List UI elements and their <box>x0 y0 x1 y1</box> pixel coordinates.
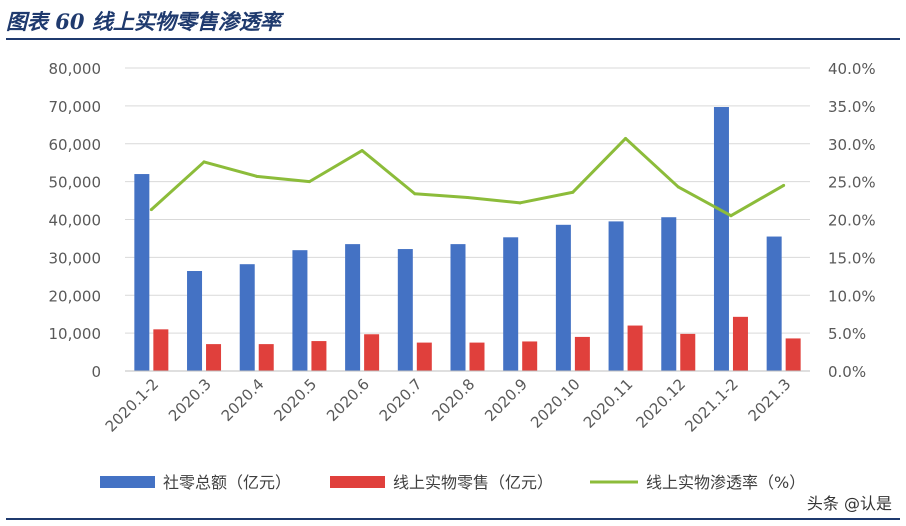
left-tick-label: 30,000 <box>49 249 102 267</box>
line-point <box>624 136 628 140</box>
legend-swatch <box>330 476 385 488</box>
left-tick-label: 10,000 <box>49 325 102 343</box>
left-tick-label: 80,000 <box>49 60 102 78</box>
bar-total-retail <box>292 250 308 371</box>
x-tick-label: 2020.5 <box>270 375 320 425</box>
legend: 社零总额（亿元） 线上实物零售（亿元） 线上实物渗透率（%） <box>100 473 805 492</box>
bar-total-retail <box>187 271 203 371</box>
line-point <box>782 183 786 187</box>
x-tick-label: 2020.6 <box>323 375 373 425</box>
bar-total-retail <box>555 224 571 371</box>
x-tick-label: 2020.9 <box>481 375 531 425</box>
figure-title: 图表 60 线上实物零售渗透率 <box>6 9 281 34</box>
line-point <box>729 214 733 218</box>
bar-total-retail <box>345 244 361 371</box>
x-tick-label: 2020.3 <box>165 375 215 425</box>
line-point <box>149 208 153 212</box>
line-point <box>518 201 522 205</box>
x-tick-label: 2020.4 <box>218 375 268 425</box>
bar-online-retail <box>680 333 696 371</box>
right-tick-label: 15.0% <box>828 249 876 267</box>
line-point <box>360 149 364 153</box>
legend-swatch <box>100 476 155 488</box>
gridlines <box>125 67 810 372</box>
bar-total-retail <box>239 264 255 371</box>
legend-item-total-retail: 社零总额（亿元） <box>100 473 291 492</box>
line-penetration-rate <box>150 136 785 218</box>
line-point <box>571 190 575 194</box>
line-series <box>149 136 786 218</box>
x-tick-label: 2020.1-2 <box>102 375 162 435</box>
left-tick-label: 70,000 <box>49 98 102 116</box>
bar-online-retail <box>258 344 274 371</box>
left-tick-label: 20,000 <box>49 287 102 305</box>
bar-online-retail <box>627 325 643 371</box>
bar-online-retail <box>416 342 432 371</box>
bar-total-retail <box>450 244 466 371</box>
x-tick-label: 2021.3 <box>745 375 795 425</box>
bar-series <box>134 107 801 372</box>
bar-online-retail <box>311 341 327 371</box>
bar-online-retail <box>364 334 380 371</box>
left-y-axis: 0 10,000 20,000 30,000 40,000 50,000 60,000 70,… <box>49 60 102 381</box>
left-tick-label: 0 <box>91 363 101 381</box>
bar-online-retail <box>732 316 748 371</box>
left-tick-label: 60,000 <box>49 136 102 154</box>
bar-total-retail <box>503 237 519 371</box>
bar-online-retail <box>153 329 169 371</box>
footer-divider <box>6 518 900 520</box>
header-divider <box>6 38 900 40</box>
x-tick-label: 2020.10 <box>527 375 584 432</box>
bar-total-retail <box>766 236 782 371</box>
bar-total-retail <box>661 217 677 371</box>
legend-item-online-retail: 线上实物零售（亿元） <box>330 473 553 492</box>
x-tick-label: 2020.7 <box>376 375 426 425</box>
legend-label: 线上实物零售（亿元） <box>393 473 553 492</box>
right-tick-label: 0.0% <box>828 363 866 381</box>
bar-online-retail <box>522 341 538 371</box>
combo-chart: 0 10,000 20,000 30,000 40,000 50,000 60,000 70,… <box>49 60 876 492</box>
legend-item-penetration: 线上实物渗透率（%） <box>590 473 805 492</box>
x-axis: 2020.1-2 2020.3 2020.4 2020.5 2020.6 2020.7 20… <box>102 370 810 436</box>
watermark: 头条 @认是 <box>806 494 892 513</box>
line-point <box>307 180 311 184</box>
bar-online-retail <box>574 336 590 371</box>
left-tick-label: 50,000 <box>49 174 102 192</box>
right-tick-label: 20.0% <box>828 212 876 230</box>
figure-header: 图表 60 线上实物零售渗透率 <box>0 0 906 44</box>
line-point <box>676 185 680 189</box>
bar-online-retail <box>785 338 801 371</box>
line-point <box>413 192 417 196</box>
bar-online-retail <box>469 342 485 371</box>
x-tick-label: 2020.8 <box>428 375 478 425</box>
line-point <box>202 160 206 164</box>
right-tick-label: 25.0% <box>828 174 876 192</box>
x-tick-label: 2020.11 <box>580 375 637 432</box>
bar-total-retail <box>134 174 150 371</box>
legend-label: 线上实物渗透率（%） <box>646 473 805 492</box>
right-tick-label: 30.0% <box>828 136 876 154</box>
right-tick-label: 5.0% <box>828 325 866 343</box>
x-tick-label: 2021.1-2 <box>681 375 741 435</box>
bar-total-retail <box>608 221 624 371</box>
right-tick-label: 40.0% <box>828 60 876 78</box>
right-tick-label: 35.0% <box>828 98 876 116</box>
legend-label: 社零总额（亿元） <box>163 473 291 492</box>
bar-total-retail <box>713 107 729 372</box>
bar-online-retail <box>206 344 222 371</box>
right-y-axis: 0.0% 5.0% 10.0% 15.0% 20.0% 25.0% 30.0% 35.0% 40… <box>828 60 876 381</box>
line-point <box>466 196 469 200</box>
right-tick-label: 10.0% <box>828 287 876 305</box>
left-tick-label: 40,000 <box>49 212 102 230</box>
line-point <box>255 174 259 178</box>
bar-total-retail <box>397 249 413 371</box>
